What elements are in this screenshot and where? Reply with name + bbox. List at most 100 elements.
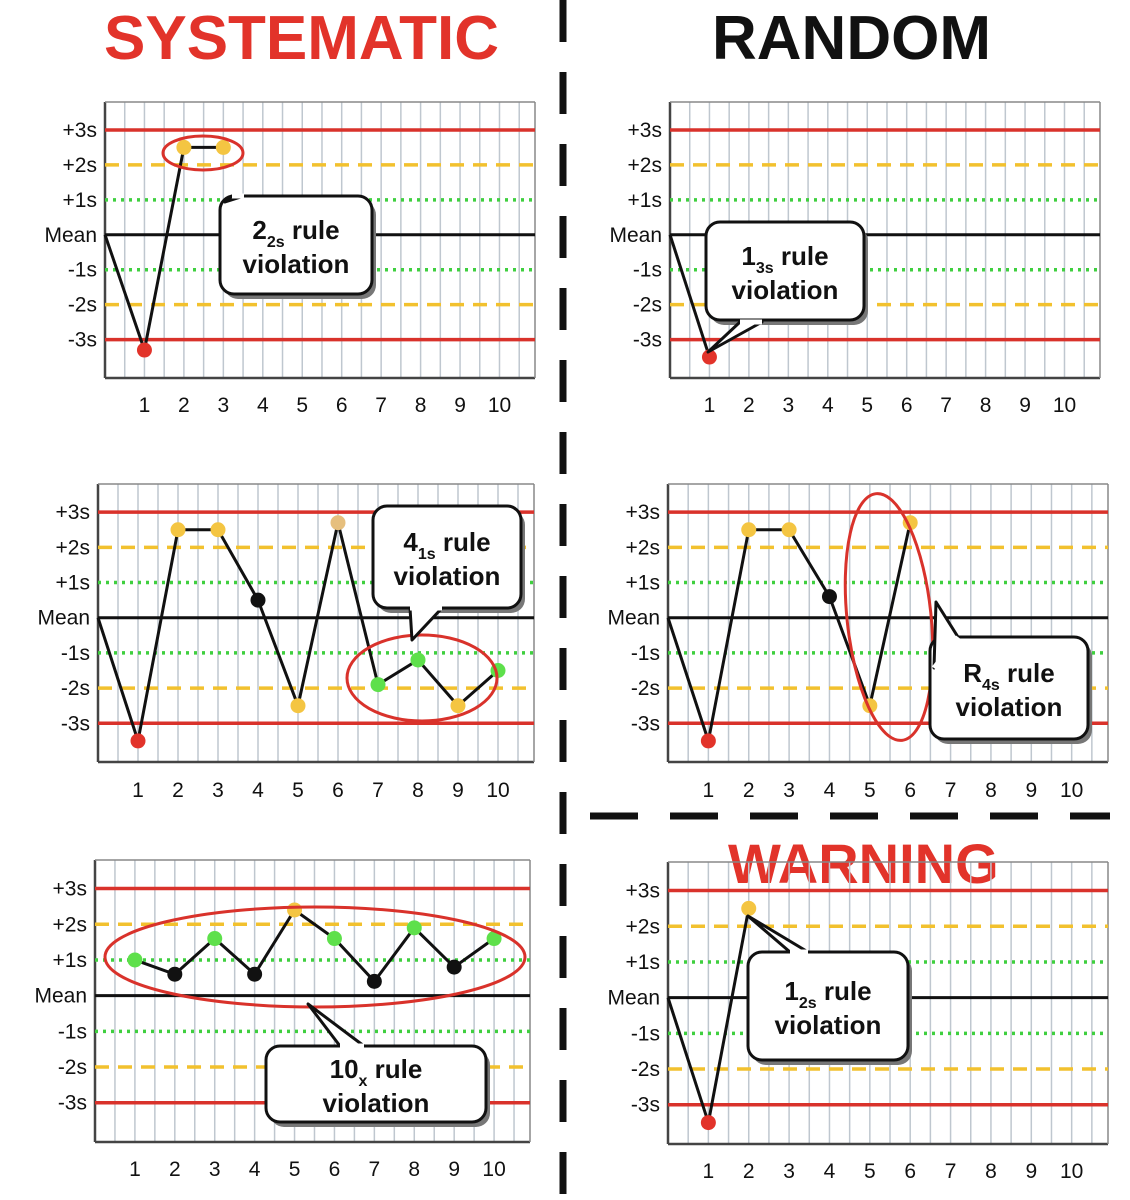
y-tick-label: +1s (626, 572, 660, 595)
series-line (134, 907, 495, 984)
callout-box (704, 220, 866, 322)
callout-rule-suffix: rule (436, 527, 491, 557)
x-tick-label: 4 (824, 779, 836, 802)
callout-rule-number: 2 (252, 215, 266, 245)
x-tick-label: 3 (212, 779, 224, 802)
y-tick-label: -1s (58, 1020, 87, 1043)
data-point (406, 920, 422, 936)
y-tick-label: +1s (628, 189, 662, 212)
callout-rule-suffix: rule (1000, 658, 1055, 688)
callout-box (218, 194, 374, 296)
x-tick-label: 3 (783, 394, 795, 417)
x-tick-label: 7 (945, 779, 957, 802)
data-point (741, 522, 757, 538)
callout-rule-suffix: rule (285, 215, 340, 245)
x-tick-label: 4 (249, 1158, 261, 1181)
callout-box (371, 504, 523, 610)
x-tick-label: 2 (178, 394, 190, 417)
x-tick-label: 8 (985, 1160, 997, 1183)
x-tick-label: 7 (369, 1158, 381, 1181)
callout-rule-subscript: 4s (982, 677, 1000, 694)
x-tick-label: 6 (336, 394, 348, 417)
callout-pointer (306, 1002, 366, 1048)
data-point (326, 931, 342, 947)
data-point (370, 677, 386, 693)
x-tick-label: 9 (1019, 394, 1031, 417)
data-point (410, 652, 426, 668)
callout-violation-text: violation (732, 275, 839, 305)
data-point (207, 931, 223, 947)
data-point (700, 1115, 716, 1131)
x-tick-label: 10 (1060, 779, 1083, 802)
callout-violation-text: violation (323, 1088, 430, 1118)
callout-rule-number: R (963, 658, 982, 688)
x-tick-label: 10 (488, 394, 511, 417)
x-tick-label: 9 (454, 394, 466, 417)
callout-title: 41s rule (403, 527, 490, 563)
x-tick-label: 2 (743, 394, 755, 417)
x-tick-label: 3 (783, 1160, 795, 1183)
x-tick-label: 8 (415, 394, 427, 417)
x-tick-label: 6 (904, 779, 916, 802)
y-tick-label: -1s (68, 259, 97, 282)
data-point (450, 698, 466, 714)
x-tick-label: 2 (169, 1158, 181, 1181)
data-point (290, 698, 306, 714)
data-point (781, 522, 797, 538)
data-point (136, 342, 152, 358)
y-tick-label: +3s (56, 501, 90, 524)
callout-title: 10x rule (330, 1054, 423, 1090)
y-tick-label: +2s (53, 913, 87, 936)
x-tick-label: 10 (482, 1158, 505, 1181)
data-point (700, 733, 716, 749)
callout-box (746, 950, 910, 1062)
data-point (247, 966, 263, 982)
y-tick-label: +2s (626, 915, 660, 938)
callout-rule-subscript: 2s (799, 995, 817, 1012)
callout-rule-subscript: 1s (418, 546, 436, 563)
y-tick-label: Mean (34, 985, 87, 1008)
y-tick-label: Mean (607, 607, 660, 630)
x-tick-label: 6 (332, 779, 344, 802)
y-tick-label: +2s (626, 536, 660, 559)
x-tick-label: 2 (743, 1160, 755, 1183)
x-tick-label: 7 (945, 1160, 957, 1183)
y-tick-label: +1s (63, 189, 97, 212)
callout-box (264, 1044, 488, 1124)
x-tick-label: 9 (1025, 779, 1037, 802)
callout-title: 22s rule (252, 215, 339, 251)
data-point (486, 931, 502, 947)
x-tick-label: 5 (292, 779, 304, 802)
data-point (821, 589, 837, 605)
heading-systematic: SYSTEMATIC (104, 4, 499, 73)
data-point (176, 139, 192, 155)
y-tick-label: Mean (607, 987, 660, 1010)
y-tick-label: -3s (631, 1094, 660, 1117)
data-point (170, 522, 186, 538)
x-tick-label: 2 (172, 779, 184, 802)
callout-rule-number: 4 (403, 527, 418, 557)
y-tick-label: +3s (626, 501, 660, 524)
y-tick-label: -3s (61, 712, 90, 735)
callout-violation-text: violation (243, 249, 350, 279)
y-tick-label: +1s (56, 572, 90, 595)
x-tick-label: 3 (783, 779, 795, 802)
x-tick-label: 8 (985, 779, 997, 802)
y-tick-label: -3s (68, 329, 97, 352)
y-tick-label: Mean (37, 607, 90, 630)
x-tick-label: 7 (940, 394, 952, 417)
x-tick-label: 4 (257, 394, 269, 417)
x-tick-label: 1 (703, 779, 715, 802)
x-tick-label: 5 (289, 1158, 301, 1181)
y-tick-label: -2s (631, 1058, 660, 1081)
y-tick-label: Mean (44, 224, 97, 247)
callout-pointer (746, 914, 810, 954)
heading-random: RANDOM (712, 4, 991, 73)
y-tick-label: -2s (68, 294, 97, 317)
callout-rule-suffix: rule (817, 976, 872, 1006)
x-tick-label: 2 (743, 779, 755, 802)
x-tick-label: 4 (824, 1160, 836, 1183)
x-tick-label: 5 (861, 394, 873, 417)
